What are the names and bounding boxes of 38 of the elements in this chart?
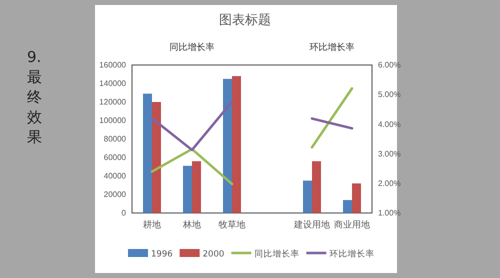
y-tick-label: 140000	[99, 79, 127, 88]
bar	[303, 180, 312, 213]
text: 9. 最终效果	[27, 48, 42, 146]
bar	[183, 166, 192, 213]
y-tick-label: 100000	[99, 116, 127, 126]
y-tick-label: 60000	[104, 153, 127, 162]
bar	[312, 161, 321, 213]
y-tick-label: 20000	[104, 190, 127, 200]
y2-tick-label: 6.00%	[378, 60, 401, 70]
legend-label: 同比增长率	[254, 248, 300, 260]
x-tick-label: 建设用地	[293, 219, 330, 230]
text: 同比增长率	[170, 42, 214, 53]
bar	[192, 161, 201, 213]
bar	[232, 76, 241, 213]
y2-tick-label: 4.00%	[378, 120, 401, 129]
y-tick-label: 0	[122, 208, 127, 218]
y2-tick-label: 5.00%	[378, 90, 401, 100]
y2-tick-label: 1.00%	[378, 208, 401, 218]
bar	[352, 183, 361, 213]
y2-tick-label: 2.00%	[378, 178, 401, 188]
y-tick-label: 40000	[104, 172, 127, 181]
chart-title: 图表标题	[219, 13, 271, 28]
y-tick-label: 160000	[99, 60, 127, 70]
text: 环比增长率	[310, 42, 354, 53]
x-tick-label: 商业用地	[334, 219, 370, 230]
bar	[343, 200, 352, 213]
y-tick-label: 80000	[104, 134, 127, 144]
legend-label: 2000	[202, 250, 224, 260]
y2-tick-label: 3.00%	[378, 149, 401, 158]
legend-label: 环比增长率	[329, 248, 374, 260]
bar	[143, 94, 152, 213]
bar	[223, 78, 232, 213]
x-tick-label: 林地	[182, 219, 201, 230]
x-tick-label: 耕地	[143, 219, 161, 230]
x-tick-label: 牧草地	[218, 219, 246, 230]
y-tick-label: 120000	[99, 98, 127, 107]
bar	[152, 102, 161, 213]
legend-label: 1996	[151, 250, 173, 260]
